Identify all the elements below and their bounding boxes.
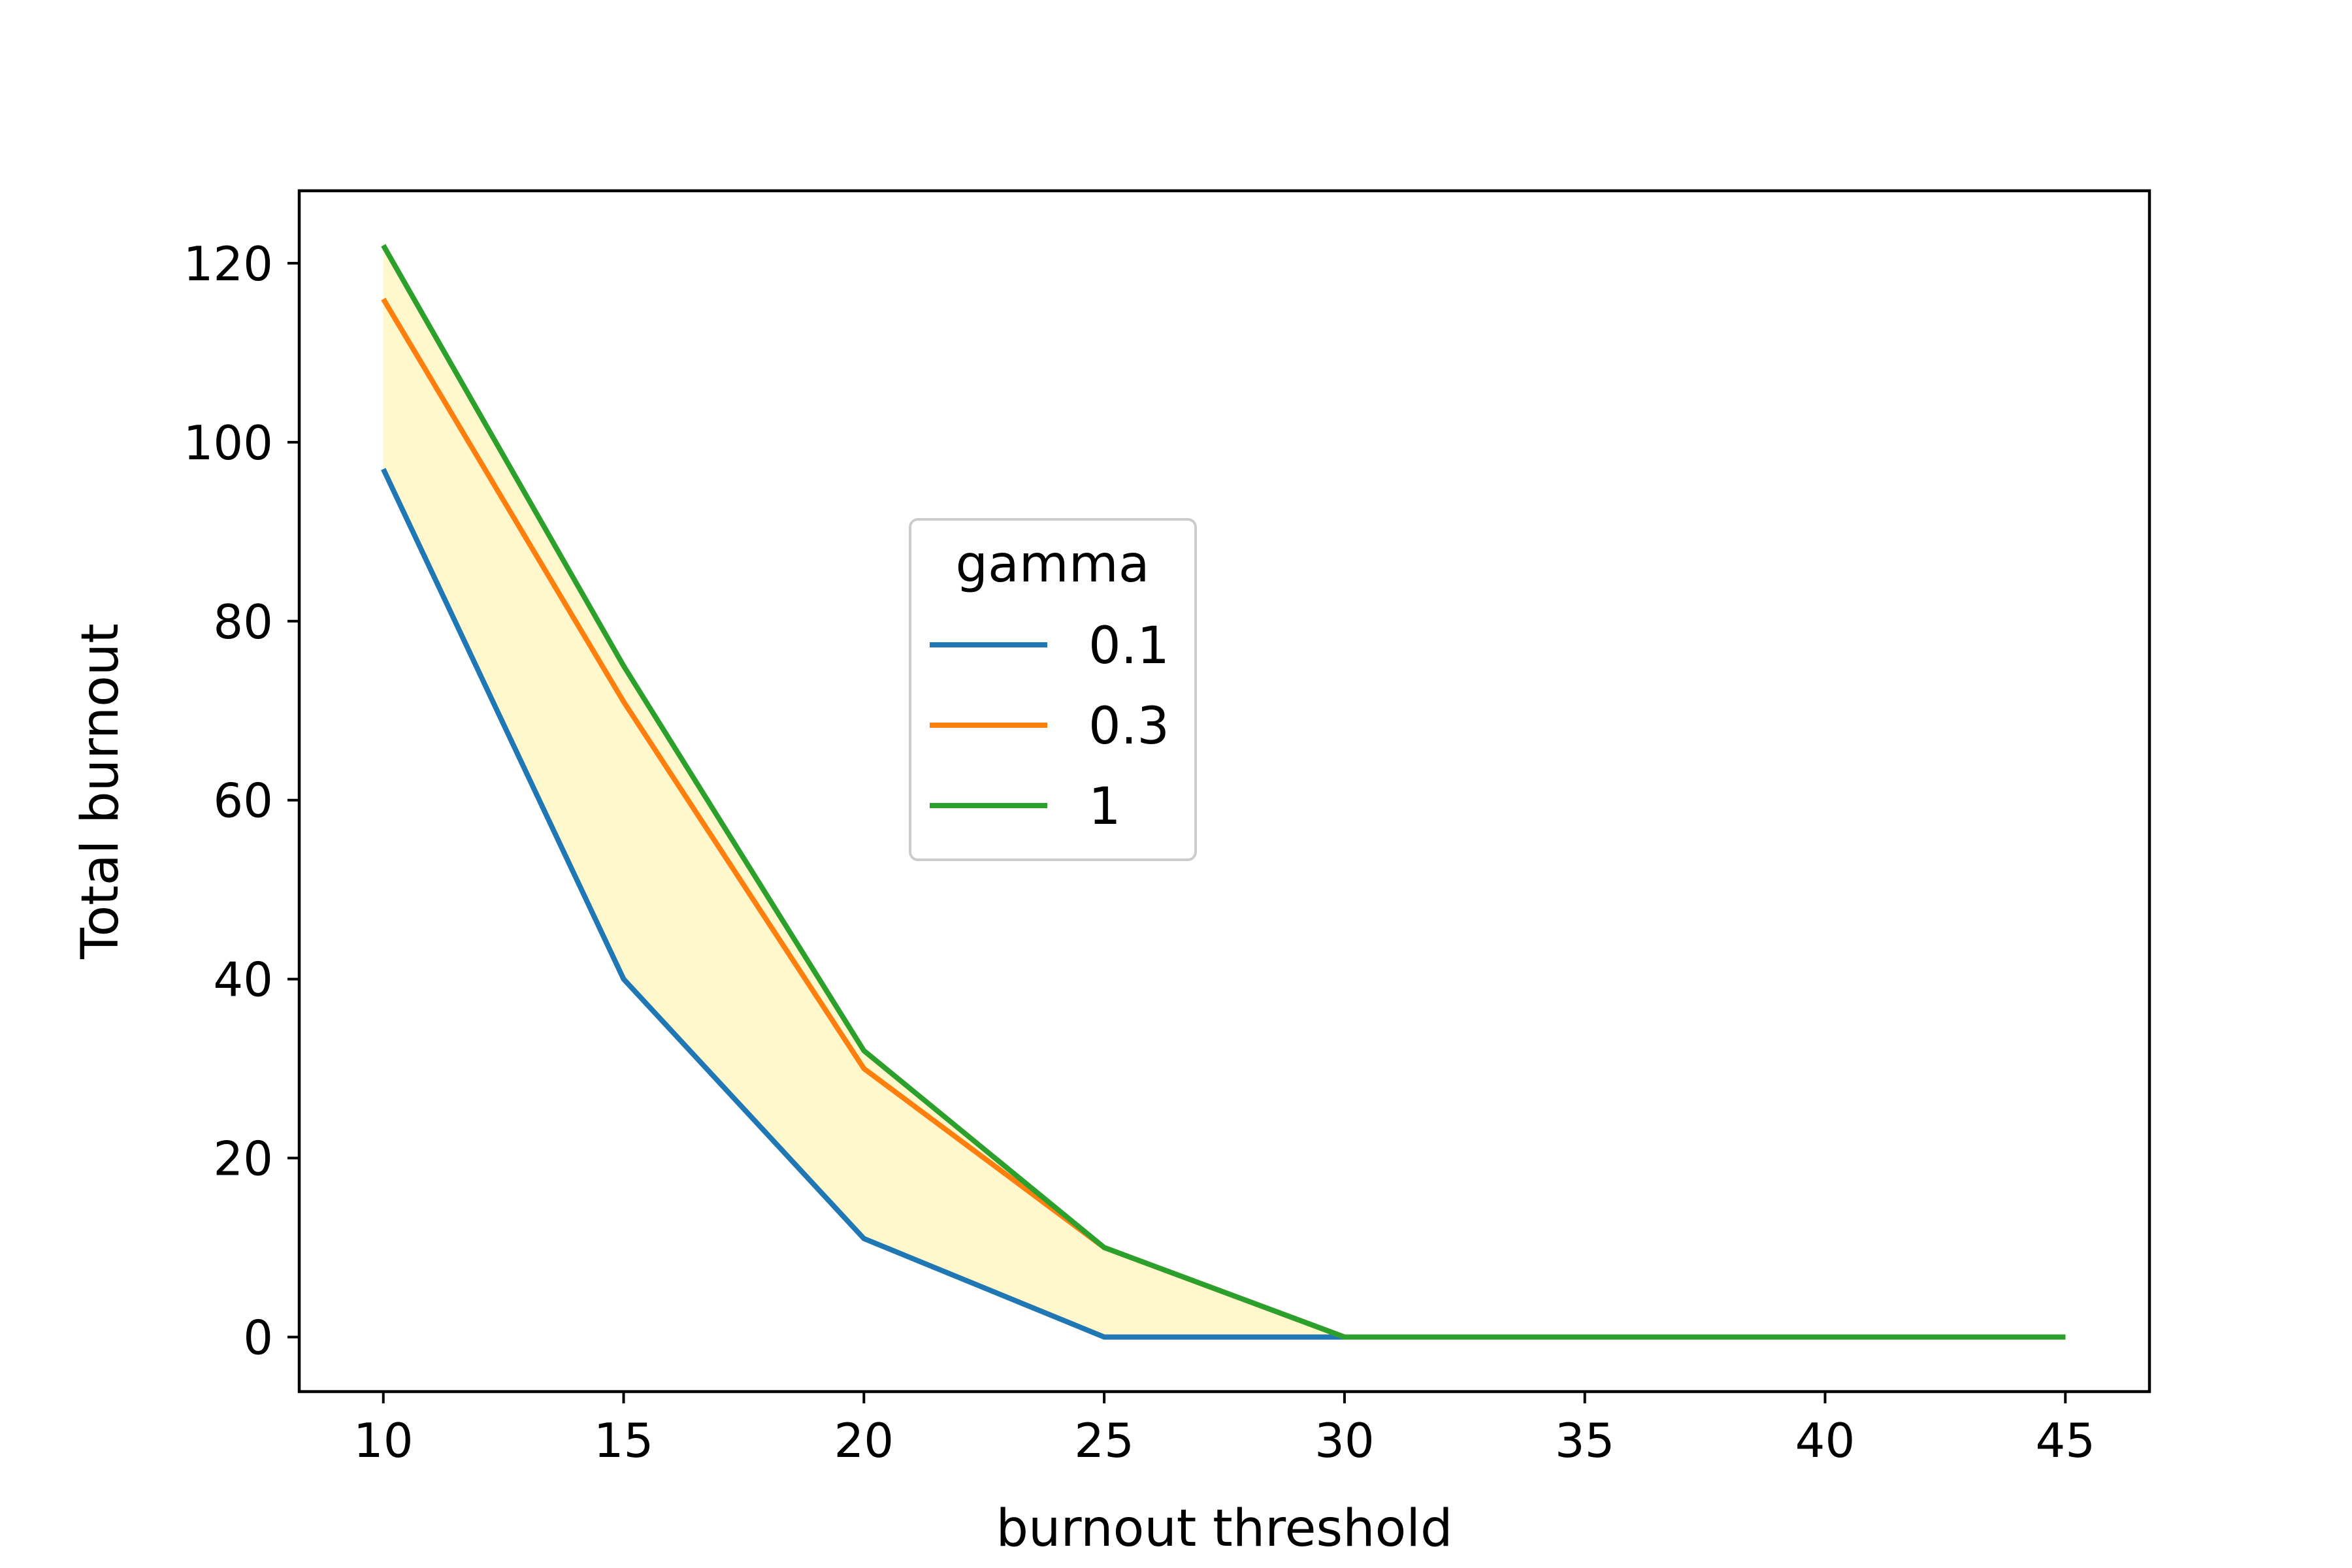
y-tick-label: 100 [184,416,273,470]
y-tick-label: 60 [213,774,273,828]
x-tick-label: 45 [2035,1413,2095,1468]
series-line [381,244,2066,1340]
fill-between-layer [383,245,2066,1337]
legend-entries: 0.1 0.3 1 [930,617,1169,836]
series-1 [381,244,2066,1340]
legend-box [909,518,1197,861]
legend-label: 1 [1088,777,1121,836]
x-tick-label: 10 [353,1413,414,1468]
x-tick-label: 15 [594,1413,654,1468]
y-tick-label: 40 [213,953,273,1007]
y-tick-label: 0 [243,1310,273,1365]
legend-label: 0.1 [1088,617,1169,676]
legend-title: gamma [955,535,1149,594]
y-axis-ticks: 0 20 40 60 80 100 120 [184,237,299,1365]
plot-frame [297,189,2151,1394]
x-axis-ticks: 10 15 20 25 30 35 40 45 [353,1392,2095,1468]
legend-entry: 1 [930,777,1121,836]
legend-entry: 0.1 [930,617,1169,676]
x-tick-label: 35 [1555,1413,1615,1468]
series-layer [381,244,2066,1340]
y-tick-label: 20 [213,1132,273,1186]
x-tick-label: 20 [834,1413,894,1468]
fill-between-area [383,245,2066,1337]
x-tick-label: 25 [1074,1413,1134,1468]
x-tick-label: 30 [1315,1413,1375,1468]
y-axis-label: Total burnout [71,623,130,960]
legend-label: 0.3 [1088,697,1169,756]
legend-entry: 0.3 [930,697,1169,756]
legend: gamma 0.1 0.3 1 [909,518,1197,861]
x-tick-label: 40 [1795,1413,1855,1468]
y-tick-label: 120 [184,237,273,291]
x-axis-label: burnout threshold [996,1499,1453,1558]
y-tick-label: 80 [213,595,273,649]
